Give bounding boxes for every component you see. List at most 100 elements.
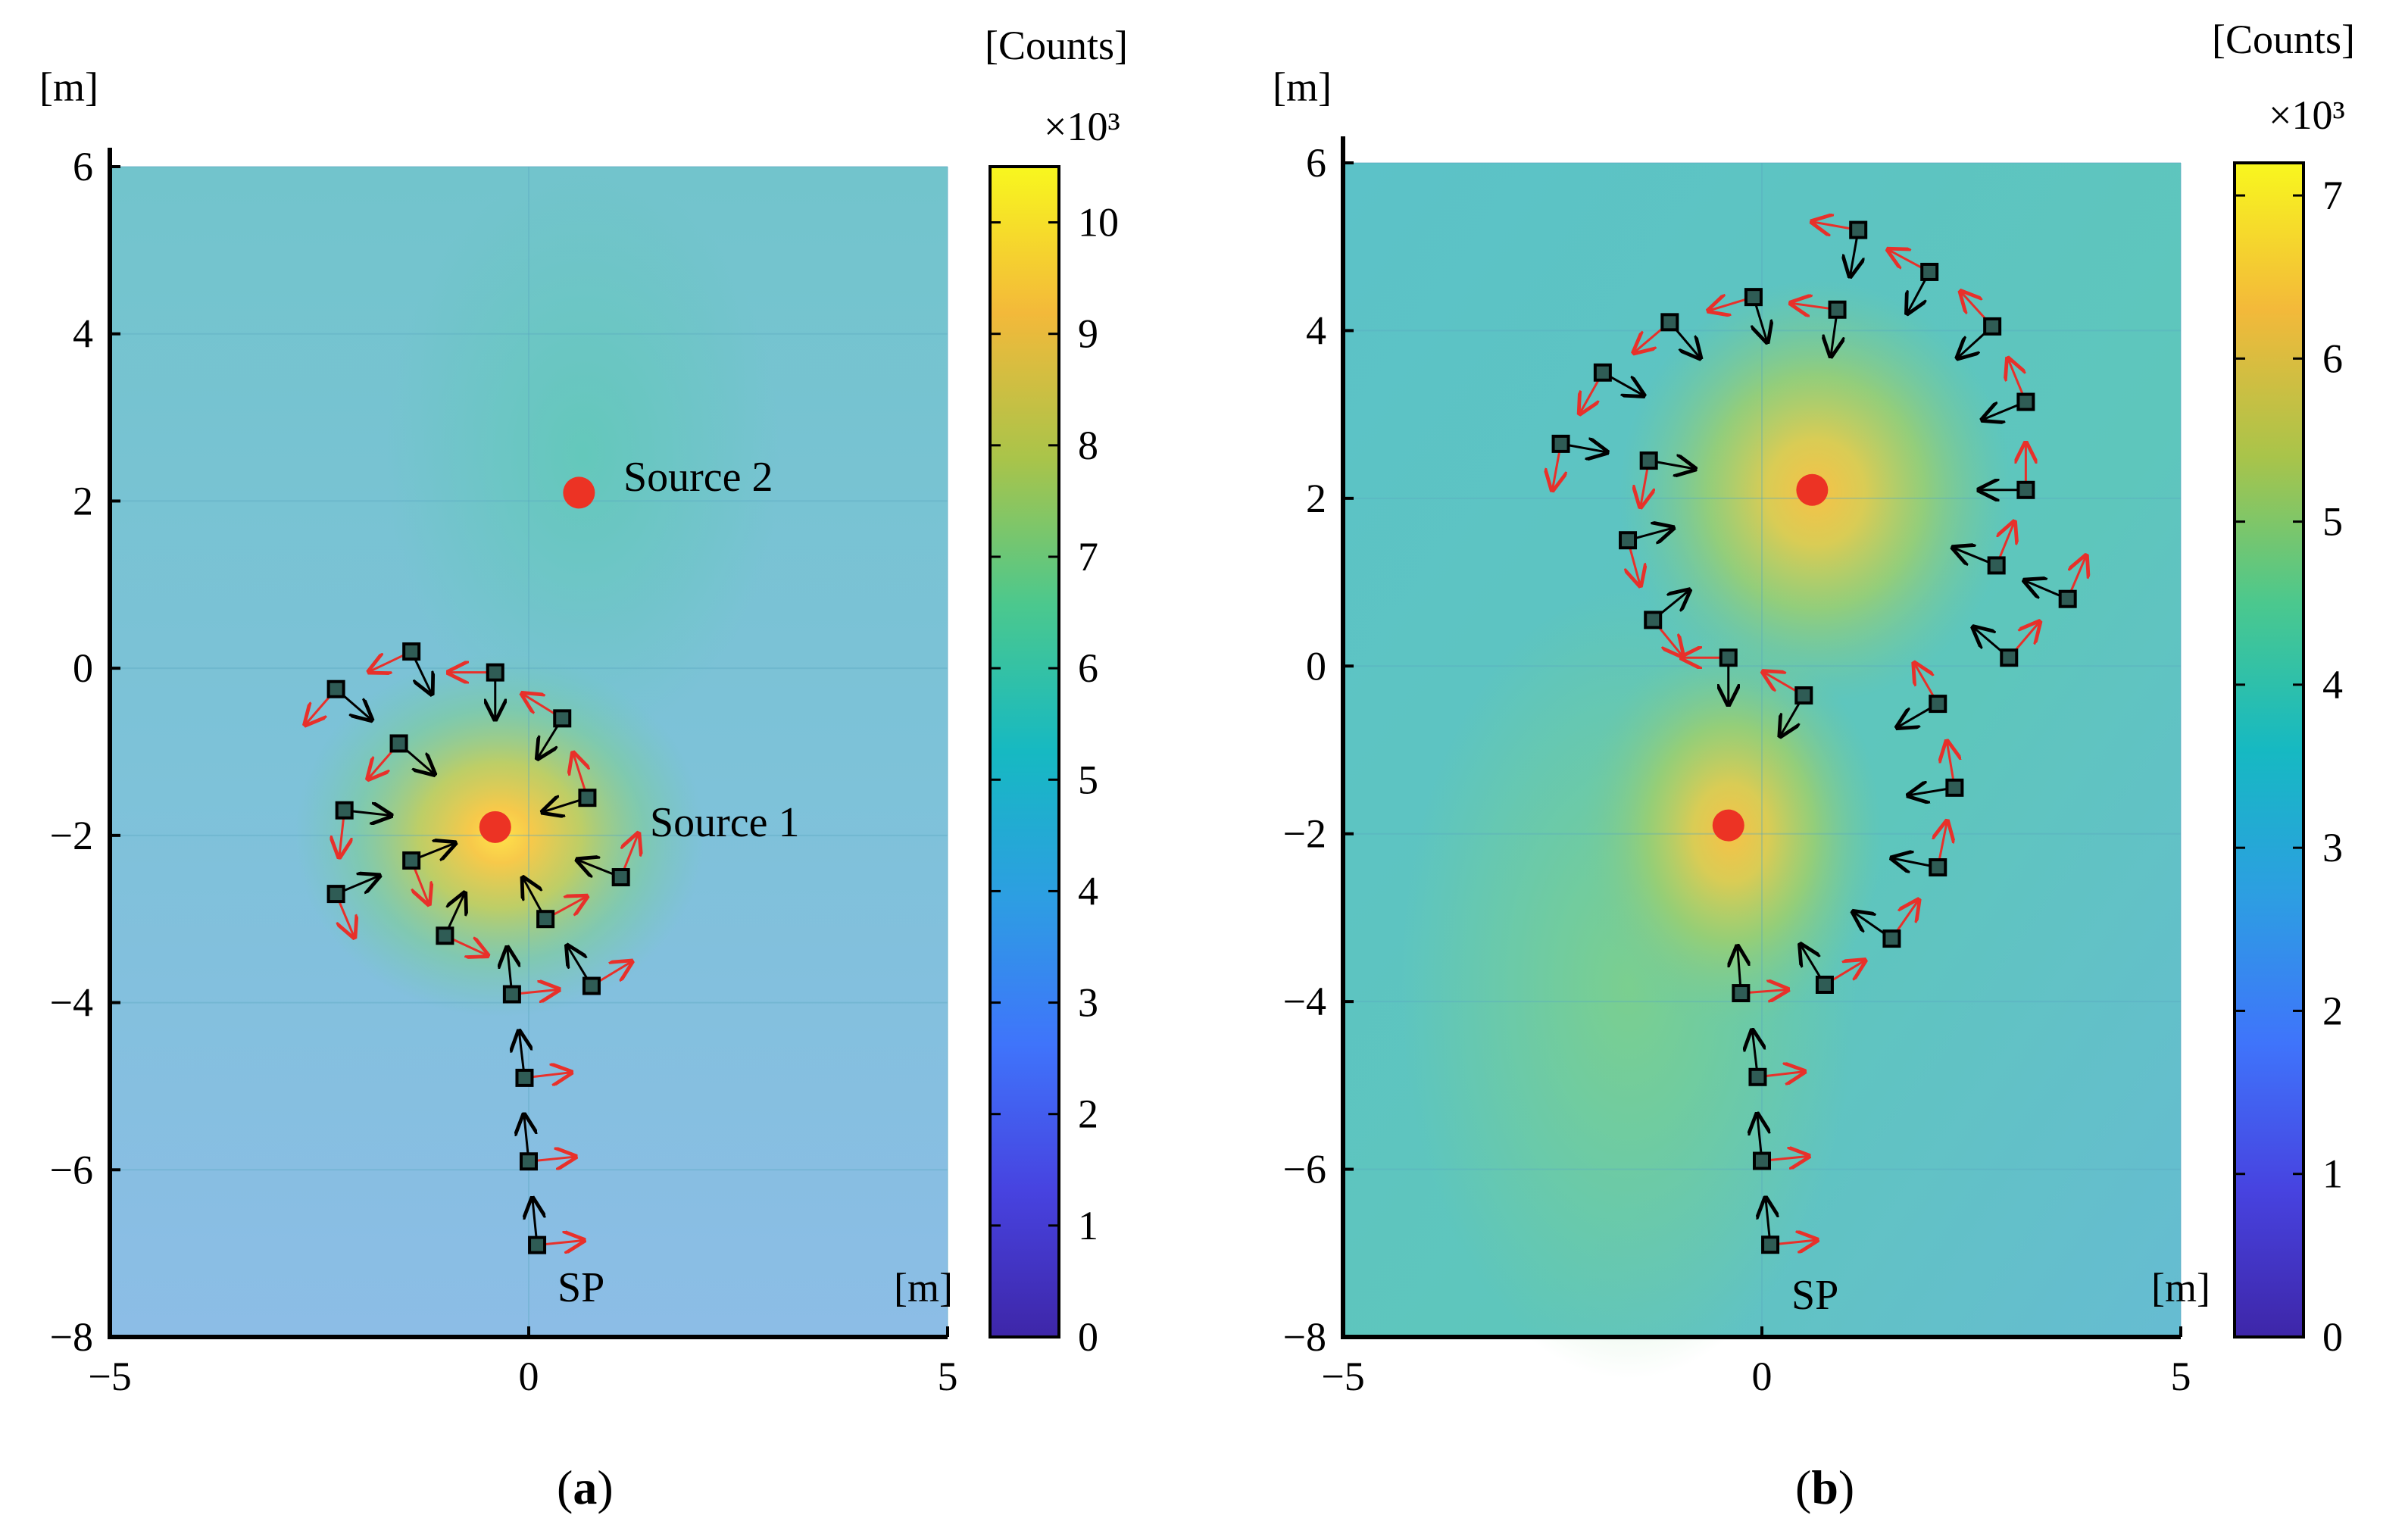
- panel-a: −8 −6 −4 −2 0 2 4 6 −5 0 5 [m] [m] Source 2 Source…: [39, 23, 1128, 1514]
- source-marker: [563, 476, 595, 509]
- measurement-point: [1551, 434, 1570, 453]
- measurement-point: [1945, 778, 1964, 797]
- measurement-point: [1732, 984, 1751, 1003]
- measurement-point: [2016, 392, 2035, 411]
- measurement-point: [335, 801, 354, 820]
- colorbar-b: [2233, 161, 2305, 1339]
- x-tick-label: −5: [1321, 1354, 1364, 1399]
- measurement-point: [402, 642, 421, 661]
- measurement-point: [436, 926, 454, 945]
- glow-source-2-a: [386, 167, 780, 742]
- colorbar-tick-label: 3: [2322, 825, 2343, 870]
- source-marker: [1712, 809, 1744, 842]
- measurement-point: [1849, 220, 1868, 239]
- colorbar-title-a: [Counts]: [985, 23, 1128, 68]
- y-tick-label: 4: [73, 311, 93, 357]
- y-tick-label: −2: [50, 813, 93, 858]
- ticks-a: −8 −6 −4 −2 0 2 4 6 −5 0 5: [50, 144, 958, 1399]
- colorbar-tick-label: 9: [1078, 311, 1098, 357]
- y-tick-label: −8: [50, 1314, 93, 1360]
- source-marker: [479, 811, 511, 843]
- measurement-point: [1983, 317, 2002, 336]
- colorbar-multiplier-b: ×10³: [2269, 92, 2345, 138]
- x-tick-label: −5: [88, 1354, 131, 1399]
- colorbar-tick-label: 4: [2322, 662, 2343, 708]
- measurement-point: [402, 851, 421, 870]
- measurement-point: [1593, 363, 1612, 382]
- y-tick-label: −2: [1283, 811, 1326, 857]
- y-tick-label: 0: [1306, 643, 1326, 689]
- measurement-point: [2000, 648, 2019, 667]
- measurement-point: [1987, 556, 2006, 575]
- x-unit-a: [m]: [894, 1265, 953, 1310]
- source-2-label-a: Source 2: [623, 454, 773, 501]
- x-tick-label: 0: [519, 1354, 539, 1399]
- measurement-point: [578, 789, 597, 807]
- measurement-point: [1929, 695, 1947, 714]
- sp-label-b: SP: [1791, 1272, 1838, 1319]
- colorbar-multiplier-a: ×10³: [1044, 104, 1120, 149]
- colorbar-tick-label: 8: [1078, 423, 1098, 468]
- measurement-point: [1882, 929, 1901, 948]
- y-tick-label: −6: [1283, 1147, 1326, 1192]
- measurement-point: [1753, 1151, 1771, 1170]
- measurement-point: [611, 868, 630, 887]
- colorbar-tick-label: 3: [1078, 980, 1098, 1026]
- y-tick-label: 4: [1306, 308, 1326, 353]
- x-unit-b: [m]: [2151, 1265, 2210, 1310]
- colorbar-tick-label: 7: [1078, 534, 1098, 579]
- y-tick-label: 6: [73, 144, 93, 189]
- colorbar-tick-label: 4: [1078, 868, 1098, 914]
- colorbar-ticks-b: 0 1 2 3 4 5 6 7: [2235, 173, 2343, 1360]
- measurement-point: [582, 976, 601, 995]
- measurement-point: [389, 734, 408, 753]
- measurement-point: [1744, 288, 1763, 307]
- measurement-point: [553, 709, 572, 728]
- measurement-point: [1828, 300, 1847, 319]
- caption-a: (a): [557, 1460, 614, 1514]
- measurement-point: [515, 1068, 534, 1087]
- panel-b: −8 −6 −4 −2 0 2 4 6 −5 0 5 [m] [m] SP 0 1 2 3 4 5 6 7 [Co…: [1273, 17, 2355, 1514]
- y-tick-label: 6: [1306, 140, 1326, 186]
- measurement-point: [2016, 480, 2035, 499]
- y-tick-label: 2: [1306, 476, 1326, 521]
- measurement-path-a: [305, 476, 639, 1254]
- measurement-point: [1639, 451, 1658, 470]
- y-tick-label: 0: [73, 645, 93, 691]
- colorbar-tick-label: 7: [2322, 173, 2343, 218]
- measurement-point: [1920, 262, 1939, 281]
- measurement-point: [1644, 611, 1663, 629]
- x-tick-label: 0: [1752, 1354, 1773, 1399]
- y-tick-label: 2: [73, 478, 93, 523]
- measurement-point: [520, 1152, 538, 1171]
- colorbar-ticks-a: 0 1 2 3 4 5 6 7 8 9 10: [990, 200, 1119, 1360]
- measurement-point: [326, 885, 345, 904]
- measurement-point: [536, 910, 555, 929]
- measurement-point: [1660, 313, 1679, 332]
- caption-b: (b): [1795, 1460, 1854, 1514]
- colorbar-tick-label: 2: [1078, 1092, 1098, 1137]
- measurement-point: [326, 679, 345, 698]
- colorbar-tick-label: 1: [2322, 1151, 2343, 1197]
- y-tick-label: −4: [50, 980, 93, 1026]
- y-tick-label: −4: [1283, 979, 1326, 1024]
- measurement-path-b: [1551, 220, 2086, 1254]
- colorbar-tick-label: 6: [1078, 645, 1098, 691]
- y-unit-b: [m]: [1273, 64, 1332, 110]
- measurement-point: [1619, 531, 1638, 550]
- sp-label-a: SP: [558, 1264, 604, 1311]
- y-tick-label: −8: [1283, 1314, 1326, 1360]
- colorbar-title-b: [Counts]: [2212, 17, 2355, 62]
- measurement-point: [1761, 1235, 1780, 1254]
- colorbar-tick-label: 5: [2322, 499, 2343, 545]
- ticks-b: −8 −6 −4 −2 0 2 4 6 −5 0 5: [1283, 140, 2191, 1399]
- x-tick-label: 5: [2171, 1354, 2191, 1399]
- measurement-point: [1719, 648, 1738, 667]
- y-tick-label: −6: [50, 1147, 93, 1192]
- colorbar-a: [989, 165, 1060, 1339]
- x-tick-label: 5: [938, 1354, 958, 1399]
- measurement-point: [1748, 1067, 1767, 1086]
- measurement-point: [1794, 686, 1813, 705]
- measurement-point: [2058, 589, 2077, 608]
